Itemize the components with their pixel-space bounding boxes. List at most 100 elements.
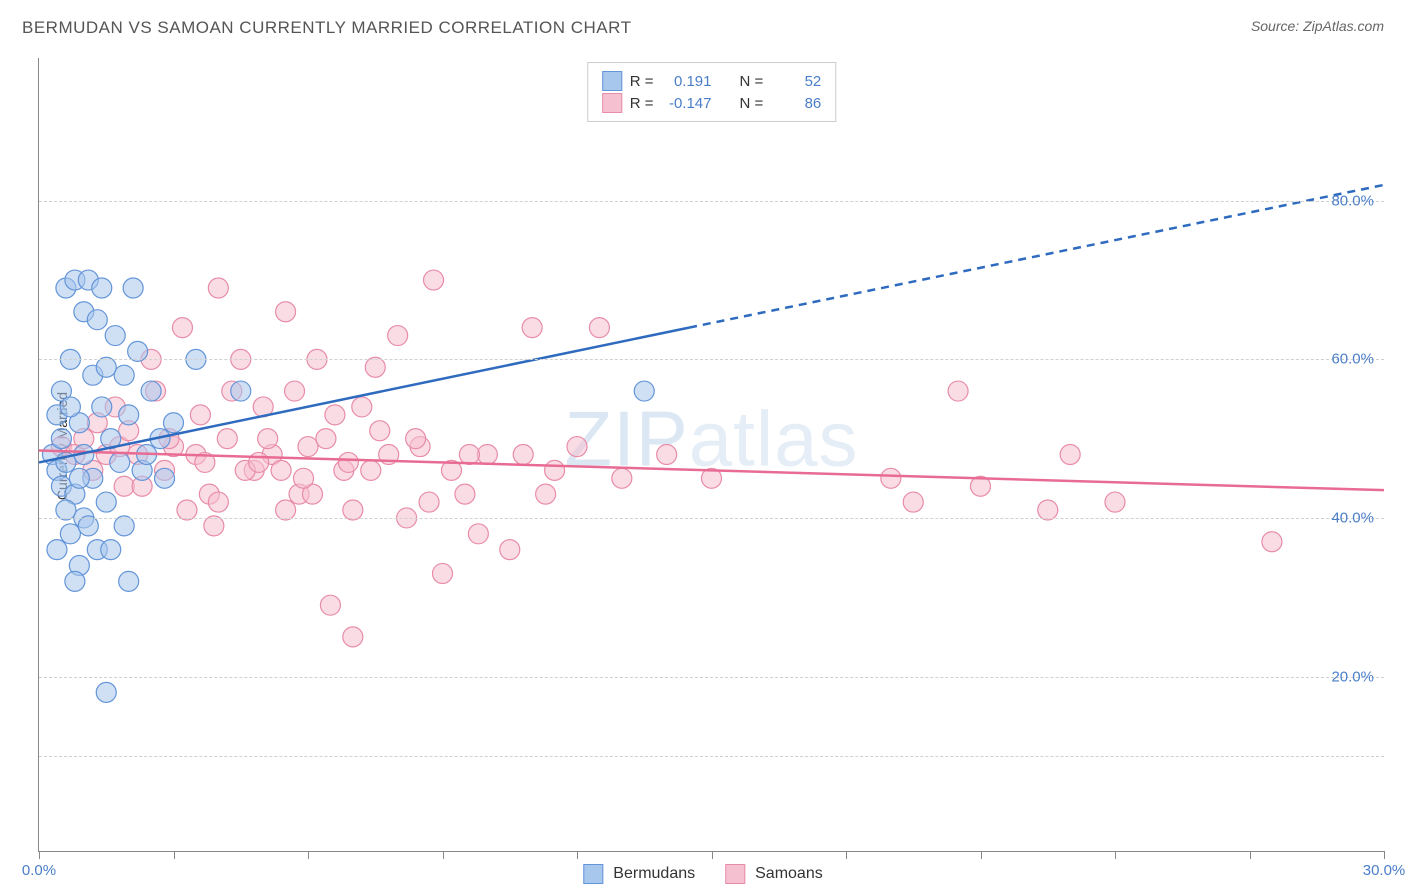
x-tick-label: 30.0% bbox=[1363, 862, 1406, 879]
data-point bbox=[424, 270, 444, 290]
n-label-2: N = bbox=[740, 95, 764, 112]
legend-item-bermudans: Bermudans bbox=[583, 864, 695, 884]
swatch-samoans bbox=[602, 93, 622, 113]
y-tick-label: 60.0% bbox=[1331, 351, 1374, 368]
gridline-h bbox=[39, 756, 1384, 757]
data-point bbox=[271, 460, 291, 480]
n-value-1: 52 bbox=[771, 73, 821, 90]
data-point bbox=[352, 397, 372, 417]
data-point bbox=[101, 540, 121, 560]
data-point bbox=[164, 413, 184, 433]
n-value-2: 86 bbox=[771, 95, 821, 112]
x-tick bbox=[443, 851, 444, 859]
data-point bbox=[522, 318, 542, 338]
x-tick bbox=[846, 851, 847, 859]
legend-label-bermudans: Bermudans bbox=[613, 865, 695, 883]
data-point bbox=[208, 492, 228, 512]
data-point bbox=[468, 524, 488, 544]
data-point bbox=[258, 429, 278, 449]
data-point bbox=[298, 437, 318, 457]
x-tick bbox=[981, 851, 982, 859]
chart-plot-area: ZIPatlas R = 0.191 N = 52 R = -0.147 N =… bbox=[38, 58, 1384, 852]
x-tick bbox=[1115, 851, 1116, 859]
legend-item-samoans: Samoans bbox=[725, 864, 823, 884]
data-point bbox=[903, 492, 923, 512]
data-point bbox=[513, 445, 533, 465]
data-point bbox=[276, 302, 296, 322]
data-point bbox=[343, 627, 363, 647]
data-point bbox=[545, 460, 565, 480]
data-point bbox=[51, 429, 71, 449]
data-point bbox=[500, 540, 520, 560]
x-tick bbox=[174, 851, 175, 859]
r-label-2: R = bbox=[630, 95, 654, 112]
legend-swatch-bermudans bbox=[583, 864, 603, 884]
data-point bbox=[87, 310, 107, 330]
scatter-svg bbox=[39, 58, 1384, 851]
data-point bbox=[114, 365, 134, 385]
gridline-h bbox=[39, 518, 1384, 519]
data-point bbox=[433, 563, 453, 583]
data-point bbox=[47, 540, 67, 560]
x-tick-label: 0.0% bbox=[22, 862, 56, 879]
data-point bbox=[208, 278, 228, 298]
legend-swatch-samoans bbox=[725, 864, 745, 884]
data-point bbox=[567, 437, 587, 457]
data-point bbox=[119, 571, 139, 591]
data-point bbox=[361, 460, 381, 480]
stats-row-series2: R = -0.147 N = 86 bbox=[602, 93, 822, 113]
gridline-h bbox=[39, 359, 1384, 360]
swatch-bermudans bbox=[602, 71, 622, 91]
data-point bbox=[1262, 532, 1282, 552]
data-point bbox=[612, 468, 632, 488]
y-tick-label: 80.0% bbox=[1331, 192, 1374, 209]
data-point bbox=[123, 278, 143, 298]
data-point bbox=[370, 421, 390, 441]
x-tick bbox=[1384, 851, 1385, 859]
data-point bbox=[155, 468, 175, 488]
data-point bbox=[190, 405, 210, 425]
r-value-2: -0.147 bbox=[662, 95, 712, 112]
x-tick bbox=[1250, 851, 1251, 859]
source-attribution: Source: ZipAtlas.com bbox=[1251, 18, 1384, 34]
stats-row-series1: R = 0.191 N = 52 bbox=[602, 71, 822, 91]
data-point bbox=[316, 429, 336, 449]
data-point bbox=[1060, 445, 1080, 465]
data-point bbox=[455, 484, 475, 504]
data-point bbox=[459, 445, 479, 465]
trend-line bbox=[689, 185, 1384, 328]
data-point bbox=[119, 405, 139, 425]
x-tick bbox=[39, 851, 40, 859]
bottom-legend: Bermudans Samoans bbox=[583, 864, 822, 884]
data-point bbox=[60, 524, 80, 544]
r-label-1: R = bbox=[630, 73, 654, 90]
data-point bbox=[325, 405, 345, 425]
x-tick bbox=[577, 851, 578, 859]
data-point bbox=[65, 571, 85, 591]
data-point bbox=[285, 381, 305, 401]
correlation-stats-box: R = 0.191 N = 52 R = -0.147 N = 86 bbox=[587, 62, 837, 122]
x-tick bbox=[712, 851, 713, 859]
data-point bbox=[1105, 492, 1125, 512]
data-point bbox=[110, 452, 130, 472]
data-point bbox=[294, 468, 314, 488]
r-value-1: 0.191 bbox=[662, 73, 712, 90]
data-point bbox=[217, 429, 237, 449]
legend-label-samoans: Samoans bbox=[755, 865, 823, 883]
n-label-1: N = bbox=[740, 73, 764, 90]
data-point bbox=[172, 318, 192, 338]
data-point bbox=[477, 445, 497, 465]
data-point bbox=[406, 429, 426, 449]
y-tick-label: 20.0% bbox=[1331, 668, 1374, 685]
data-point bbox=[249, 452, 269, 472]
data-point bbox=[338, 452, 358, 472]
data-point bbox=[419, 492, 439, 512]
data-point bbox=[881, 468, 901, 488]
data-point bbox=[948, 381, 968, 401]
data-point bbox=[96, 682, 116, 702]
data-point bbox=[141, 381, 161, 401]
gridline-h bbox=[39, 201, 1384, 202]
data-point bbox=[114, 476, 134, 496]
x-tick bbox=[308, 851, 309, 859]
y-tick-label: 40.0% bbox=[1331, 509, 1374, 526]
